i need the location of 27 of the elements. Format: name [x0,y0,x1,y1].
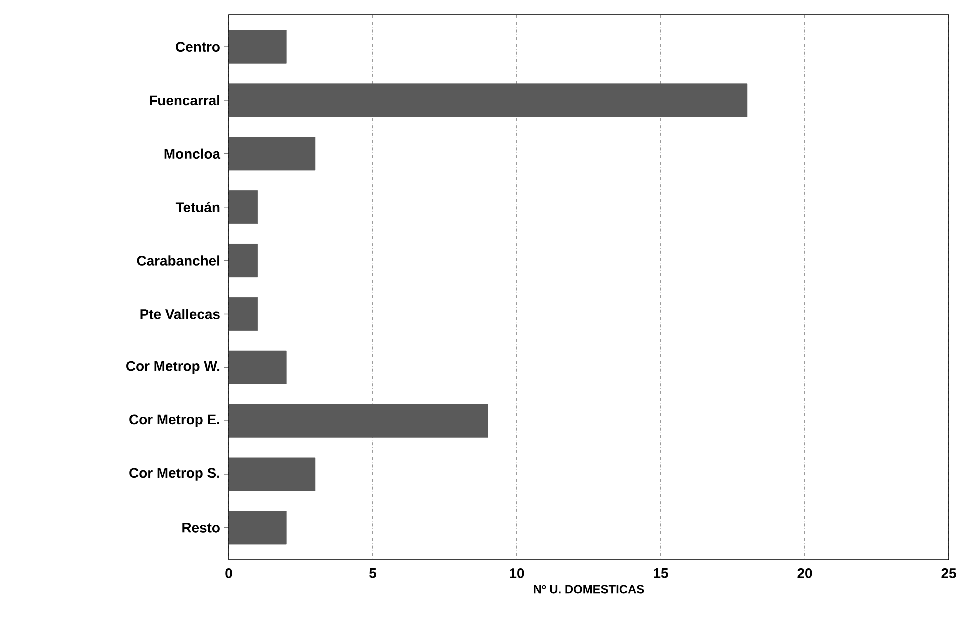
bar [228,458,316,492]
x-tick-label: 20 [798,568,812,578]
bar [228,511,287,545]
y-tick-label: Cor Metrop S. [130,468,220,481]
y-tick-label: Tetuán [176,202,220,213]
x-tick-label: 0 [226,568,232,578]
y-tick-label: Fuencarral [150,95,220,106]
x-tick-label: 15 [654,568,668,578]
y-tick-label: Cor Metrop E. [130,414,220,428]
y-tick-label: Resto [182,523,220,533]
x-axis-title: Nº U. DOMESTICAS [534,585,644,594]
bar [228,297,258,331]
x-tick-label: 25 [942,568,956,578]
bar [228,137,316,171]
y-tick-label: Centro [176,42,220,52]
bar [228,404,488,438]
y-tick-label: Moncloa [164,148,221,160]
x-tick-label: 5 [370,568,376,578]
bar [228,190,258,224]
x-tick-label: 10 [510,568,524,578]
y-tick-label: Carabanchel [137,256,220,266]
bar [228,350,287,384]
bar [228,244,258,278]
y-tick-label: Cor Metrop W. [126,361,220,374]
y-tick-label: Pte Vallecas [140,309,220,320]
bar [228,30,287,64]
bar [228,84,748,118]
